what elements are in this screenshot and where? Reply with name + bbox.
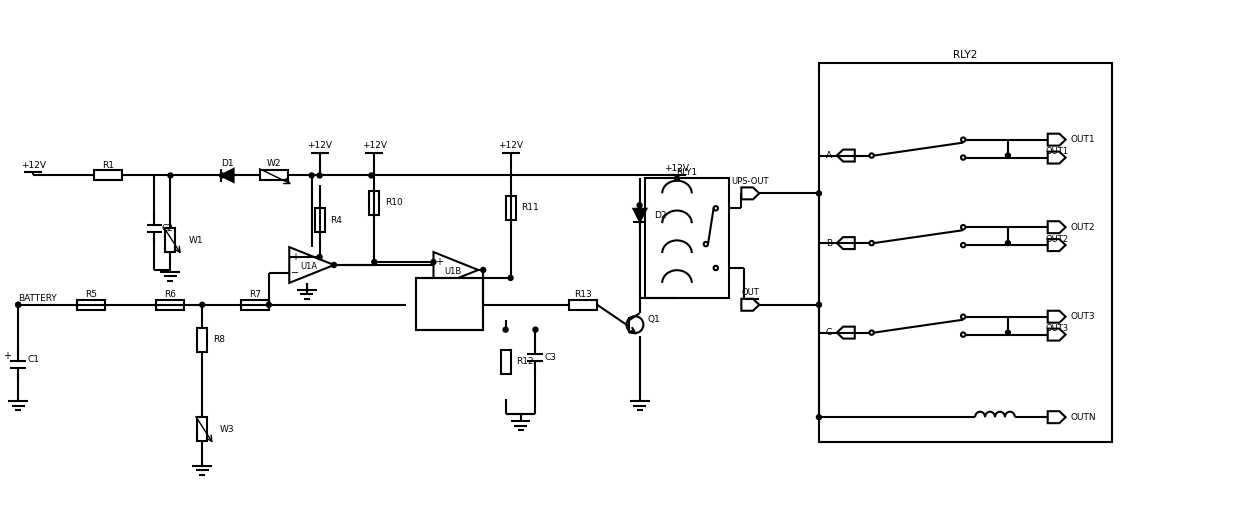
Text: UPS-OUT: UPS-OUT (732, 177, 769, 186)
Bar (506, 196, 516, 220)
Text: OUT1: OUT1 (1070, 135, 1095, 144)
Bar (241, 300, 269, 310)
Text: U1A: U1A (300, 263, 317, 271)
Circle shape (309, 173, 314, 178)
Text: R10: R10 (386, 198, 403, 208)
Text: OUT2: OUT2 (1070, 223, 1095, 232)
Text: W1: W1 (188, 236, 203, 245)
Circle shape (816, 191, 821, 196)
Text: +: + (435, 257, 444, 267)
Bar (370, 191, 379, 215)
Text: R8: R8 (213, 335, 226, 344)
Circle shape (267, 302, 272, 307)
Bar (569, 300, 598, 310)
Text: C1: C1 (27, 355, 40, 364)
Text: R7: R7 (249, 290, 260, 299)
Circle shape (637, 203, 642, 208)
Text: A: A (826, 151, 832, 160)
Text: W2: W2 (267, 159, 281, 168)
Circle shape (219, 173, 224, 178)
Text: C2: C2 (161, 224, 174, 233)
Bar (260, 170, 288, 180)
Text: RLY1: RLY1 (677, 168, 698, 177)
Circle shape (503, 327, 508, 332)
Circle shape (1006, 330, 1011, 335)
Polygon shape (221, 169, 233, 182)
Circle shape (1006, 153, 1011, 158)
Text: OUT: OUT (742, 288, 759, 297)
Text: R13: R13 (574, 290, 591, 299)
Text: Q1: Q1 (647, 315, 660, 324)
Text: R12: R12 (517, 357, 534, 366)
Text: +12V: +12V (362, 141, 387, 150)
Circle shape (368, 173, 373, 178)
Circle shape (1006, 241, 1011, 246)
Text: OUTN: OUTN (1070, 413, 1096, 422)
Text: OUT1: OUT1 (1045, 147, 1068, 156)
Bar (415, 278, 484, 330)
Polygon shape (634, 209, 646, 222)
Circle shape (675, 176, 680, 181)
Text: +12V: +12V (498, 141, 523, 150)
Text: R5: R5 (84, 290, 97, 299)
Circle shape (167, 173, 172, 178)
Text: +: + (291, 252, 299, 262)
Text: +12V: +12V (308, 141, 332, 150)
Circle shape (200, 302, 205, 307)
Bar (165, 228, 175, 252)
Bar (818, 63, 1112, 442)
Circle shape (16, 302, 21, 307)
Text: W3: W3 (221, 424, 234, 433)
Text: R4: R4 (331, 216, 342, 225)
Bar (197, 417, 207, 441)
Circle shape (16, 302, 21, 307)
Text: +: + (4, 352, 11, 362)
Text: C3: C3 (544, 353, 557, 362)
Text: BATTERY: BATTERY (19, 294, 57, 303)
Bar (156, 300, 185, 310)
Bar (94, 170, 122, 180)
Text: RLY2: RLY2 (954, 50, 978, 60)
Circle shape (508, 276, 513, 280)
Bar (77, 300, 104, 310)
Text: +12V: +12V (665, 164, 689, 173)
Bar (501, 350, 511, 374)
Text: OUT3: OUT3 (1070, 312, 1095, 321)
Circle shape (533, 327, 538, 332)
Text: R1: R1 (102, 161, 114, 170)
Text: R11: R11 (522, 203, 539, 212)
Text: −: − (291, 268, 299, 278)
Text: D2: D2 (655, 211, 667, 220)
Text: R6: R6 (165, 290, 176, 299)
Text: U1B: U1B (444, 267, 461, 277)
Text: OUT2: OUT2 (1045, 235, 1068, 244)
Circle shape (317, 255, 322, 259)
Text: B: B (826, 238, 832, 248)
Text: C: C (826, 328, 832, 337)
Circle shape (432, 259, 436, 265)
Circle shape (816, 414, 821, 420)
Text: OUT3: OUT3 (1045, 324, 1068, 333)
Bar (197, 328, 207, 352)
Text: +12V: +12V (21, 161, 46, 170)
Circle shape (331, 263, 336, 267)
Text: −: − (435, 273, 444, 283)
Text: D1: D1 (221, 159, 233, 168)
Circle shape (317, 173, 322, 178)
Circle shape (816, 302, 821, 307)
Bar (315, 208, 325, 232)
Bar (645, 179, 729, 298)
Circle shape (372, 259, 377, 265)
Circle shape (481, 267, 486, 272)
